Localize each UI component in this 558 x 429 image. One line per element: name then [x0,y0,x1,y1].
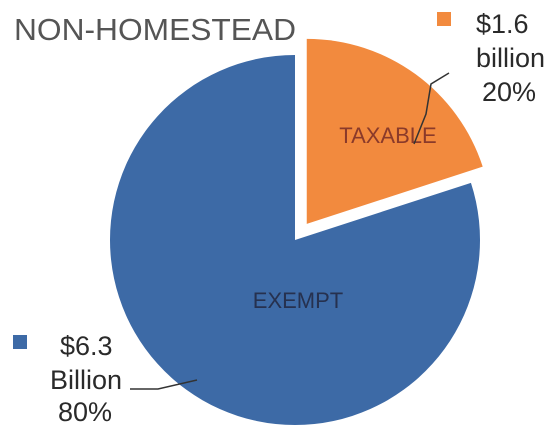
legend-percent-exempt: 80% [58,397,112,427]
legend-swatch-exempt [13,335,27,349]
slice-label-exempt: EXEMPT [253,288,343,313]
legend-item-taxable: $1.6 billion 20% [437,9,545,107]
leader-line-taxable [413,72,450,145]
legend-unit-exempt: Billion [50,365,122,395]
legend-unit-taxable: billion [476,43,545,73]
legend-swatch-taxable [437,12,451,26]
legend-amount-taxable: $1.6 [476,9,529,39]
pie-slices [110,38,483,425]
legend-percent-taxable: 20% [482,77,536,107]
pie-slice-exempt [110,55,481,425]
leader-line-exempt [130,379,198,390]
pie-slice-taxable [306,38,483,224]
legend-item-exempt: $6.3 Billion 80% [13,331,122,427]
legend-amount-exempt: $6.3 [60,331,113,361]
chart-title: NON-HOMESTEAD [14,12,296,47]
slice-label-taxable: TAXABLE [339,123,436,148]
